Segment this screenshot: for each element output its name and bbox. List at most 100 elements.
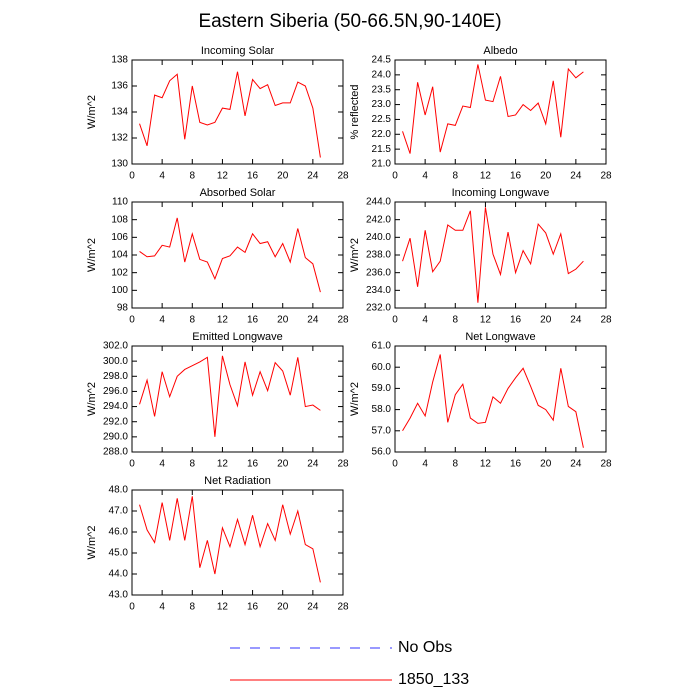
legend-label: 1850_133 [398,671,469,688]
x-tick-label: 20 [277,171,289,182]
x-tick-label: 16 [247,459,259,470]
panel-title: Incoming Longwave [452,187,550,199]
x-tick-label: 0 [129,459,135,470]
x-tick-label: 16 [510,315,522,326]
y-tick-label: 138 [111,55,128,66]
x-tick-label: 0 [129,315,135,326]
panel: Emitted Longwave W/m^2 0 4 8 12 16 20 24 28 288.0 2… [86,331,349,470]
x-tick-label: 12 [217,459,229,470]
y-tick-label: 22.5 [372,114,392,125]
x-tick-label: 4 [159,171,165,182]
y-tick-label: 242.0 [366,214,391,225]
y-tick-label: 244.0 [366,197,391,208]
x-tick-label: 28 [600,459,612,470]
y-axis-label: W/m^2 [86,526,98,560]
x-tick-label: 28 [600,171,612,182]
y-tick-label: 44.0 [109,569,129,580]
x-tick-label: 12 [217,171,229,182]
y-tick-label: 288.0 [103,447,128,458]
x-tick-label: 24 [307,459,319,470]
x-tick-label: 12 [480,315,492,326]
y-tick-label: 136 [111,81,128,92]
x-tick-label: 0 [129,602,135,613]
data-line [139,71,321,158]
y-tick-label: 21.5 [372,144,392,155]
x-tick-label: 16 [510,171,522,182]
x-tick-label: 8 [453,171,459,182]
panel: Albedo % reflected 0 4 8 12 16 20 24 28 21.0 21.5 22… [349,45,612,182]
y-tick-label: 48.0 [109,485,129,496]
y-tick-label: 57.0 [372,425,392,436]
y-axis-label: W/m^2 [86,382,98,416]
y-tick-label: 238.0 [366,250,391,261]
x-tick-label: 20 [540,171,552,182]
x-tick-label: 20 [277,315,289,326]
y-tick-label: 46.0 [109,527,129,538]
y-tick-label: 23.0 [372,99,392,110]
y-tick-label: 61.0 [372,341,392,352]
data-line [402,354,584,448]
y-tick-label: 108 [111,214,128,225]
legend-label: No Obs [398,639,452,656]
x-tick-label: 16 [510,459,522,470]
y-tick-label: 102 [111,267,128,278]
plot-frame [394,201,607,309]
y-tick-label: 56.0 [372,447,392,458]
x-tick-label: 8 [190,315,196,326]
x-tick-label: 8 [190,171,196,182]
y-tick-label: 43.0 [109,590,129,601]
y-tick-label: 240.0 [366,232,391,243]
data-line [139,355,321,437]
panel-title: Incoming Solar [201,45,275,57]
panel: Net Radiation W/m^2 0 4 8 12 16 20 24 28 43.0 44.0 4… [86,475,349,613]
y-tick-label: 300.0 [103,356,128,367]
x-tick-label: 0 [392,459,398,470]
y-tick-label: 232.0 [366,303,391,314]
y-tick-label: 21.0 [372,159,392,170]
y-tick-label: 298.0 [103,371,128,382]
plot-frame [131,59,344,165]
x-tick-label: 24 [570,315,582,326]
y-axis-label: W/m^2 [349,238,361,272]
x-tick-label: 28 [337,171,349,182]
y-tick-label: 134 [111,107,128,118]
x-tick-label: 4 [422,459,428,470]
x-tick-label: 28 [337,315,349,326]
panel: Net Longwave W/m^2 0 4 8 12 16 20 24 28 56.0 57.0 58… [349,331,612,470]
y-tick-label: 296.0 [103,386,128,397]
y-tick-label: 130 [111,159,128,170]
panel: Absorbed Solar W/m^2 0 4 8 12 16 20 24 28 98 100 102… [86,187,349,326]
plot-frame [131,489,344,596]
x-tick-label: 16 [247,171,259,182]
plot-frame [394,59,607,165]
y-axis-label: W/m^2 [349,382,361,416]
x-tick-label: 28 [337,459,349,470]
panel-title: Net Longwave [465,331,535,343]
x-tick-label: 20 [540,459,552,470]
x-tick-label: 24 [307,602,319,613]
x-tick-label: 24 [307,315,319,326]
y-tick-label: 45.0 [109,548,129,559]
data-line [402,207,584,303]
x-tick-label: 4 [159,459,165,470]
y-tick-label: 47.0 [109,506,129,517]
y-tick-label: 132 [111,133,128,144]
data-line [402,64,584,154]
x-tick-label: 4 [422,315,428,326]
y-tick-label: 60.0 [372,362,392,373]
y-tick-label: 302.0 [103,341,128,352]
x-tick-label: 20 [540,315,552,326]
x-tick-label: 24 [307,171,319,182]
x-tick-label: 24 [570,459,582,470]
x-tick-label: 0 [392,171,398,182]
x-tick-label: 0 [392,315,398,326]
y-tick-label: 24.0 [372,69,392,80]
y-tick-label: 98 [117,303,129,314]
x-tick-label: 12 [480,171,492,182]
y-tick-label: 58.0 [372,404,392,415]
panel-title: Absorbed Solar [200,187,276,199]
y-axis-label: % reflected [349,84,361,139]
y-tick-label: 110 [112,197,128,208]
data-line [139,217,321,293]
panel-title: Albedo [483,45,517,57]
